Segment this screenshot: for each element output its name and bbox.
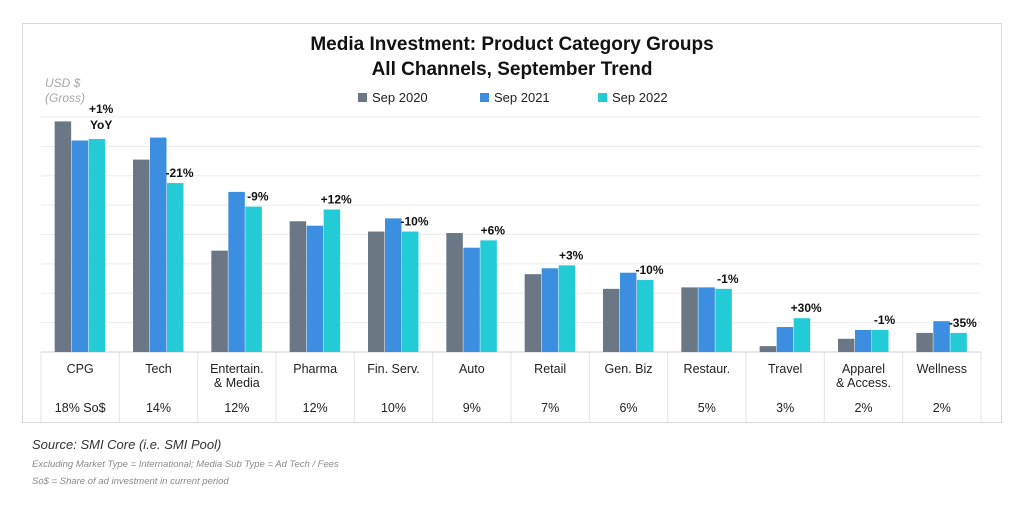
- category-label: Tech: [145, 362, 171, 376]
- legend-swatch: [480, 93, 489, 102]
- source-line: Source: SMI Core (i.e. SMI Pool): [32, 437, 221, 452]
- bar: [933, 321, 950, 352]
- yoy-label: +1%: [89, 102, 114, 116]
- bar: [150, 137, 167, 352]
- share-label: 10%: [381, 401, 406, 415]
- category-label: Entertain.: [210, 362, 264, 376]
- share-label: 9%: [463, 401, 481, 415]
- bar: [793, 318, 811, 352]
- bar: [950, 332, 967, 352]
- yoy-label: -35%: [949, 316, 977, 330]
- legend-label: Sep 2021: [494, 90, 550, 105]
- bar: [480, 240, 497, 352]
- bar: [368, 231, 385, 352]
- share-label: 6%: [619, 401, 637, 415]
- bar: [88, 139, 106, 352]
- share-label: 12%: [303, 401, 328, 415]
- bar: [620, 272, 637, 352]
- share-label: 14%: [146, 401, 171, 415]
- chart-card: [22, 23, 1002, 423]
- legend-label: Sep 2020: [372, 90, 428, 105]
- share-label: 5%: [698, 401, 716, 415]
- chart-title: Media Investment: Product Category Group…: [310, 34, 714, 55]
- share-label: 12%: [224, 401, 249, 415]
- chart-subtitle: All Channels, September Trend: [371, 59, 653, 80]
- legend-label: Sep 2022: [612, 90, 668, 105]
- yoy-label: -10%: [635, 263, 663, 277]
- bar: [855, 329, 872, 352]
- bar: [558, 265, 576, 352]
- category-label: Apparel: [842, 362, 885, 376]
- category-label: & Access.: [836, 376, 891, 390]
- category-label: CPG: [67, 362, 94, 376]
- bar: [228, 191, 245, 352]
- bar: [167, 183, 184, 352]
- bar: [916, 332, 933, 352]
- category-label: Auto: [459, 362, 485, 376]
- bar: [698, 287, 715, 352]
- category-label: Travel: [768, 362, 802, 376]
- yoy-label: -1%: [717, 272, 739, 286]
- yoy-label: +30%: [791, 301, 822, 315]
- bar: [681, 287, 698, 352]
- share-label: 2%: [854, 401, 872, 415]
- bars: [54, 121, 967, 352]
- category-label: Pharma: [293, 362, 337, 376]
- yoy-label: +3%: [559, 248, 584, 262]
- bar: [323, 209, 341, 352]
- yoy-label: +6%: [481, 223, 506, 237]
- share-label: 2%: [933, 401, 951, 415]
- bar: [603, 288, 620, 352]
- bar: [463, 247, 480, 352]
- legend-swatch: [598, 93, 607, 102]
- source-text: SMI Core (i.e. SMI Pool): [80, 437, 222, 452]
- bar: [637, 280, 654, 352]
- yoy-label: -9%: [247, 190, 269, 204]
- category-label: & Media: [214, 376, 260, 390]
- yoy-label: -1%: [874, 313, 896, 327]
- category-label: Restaur.: [684, 362, 731, 376]
- category-label: Fin. Serv.: [367, 362, 420, 376]
- bar: [54, 121, 72, 352]
- bar: [838, 338, 855, 352]
- source-label: Source:: [32, 437, 77, 452]
- footnote-exclusions: Excluding Market Type = International; M…: [32, 459, 339, 470]
- category-label: Gen. Biz: [605, 362, 653, 376]
- category-label: Retail: [534, 362, 566, 376]
- y-axis-unit-note: (Gross): [45, 91, 85, 105]
- legend-item-sep-2021: Sep 2021: [480, 90, 550, 105]
- category-label: Wellness: [917, 362, 967, 376]
- bar: [71, 140, 89, 352]
- yoy-label: +12%: [321, 193, 352, 207]
- grid-lines: [41, 116, 981, 324]
- share-label: 18% So$: [55, 401, 106, 415]
- bar: [446, 233, 463, 352]
- y-axis-unit: USD $: [45, 76, 81, 90]
- bar-labels: +1% YoY CPG 18% So$ -21% Tech 14% -9% Entertain.…: [55, 102, 977, 415]
- bar: [715, 288, 732, 352]
- category-table: [40, 351, 982, 422]
- bar: [211, 250, 228, 352]
- share-label: 7%: [541, 401, 559, 415]
- bar: [759, 346, 777, 352]
- bar: [776, 327, 794, 352]
- yoy-label: -10%: [400, 215, 428, 229]
- legend-swatch: [358, 93, 367, 102]
- footnote-share: So$ = Share of ad investment in current …: [32, 476, 229, 487]
- yoy-suffix: YoY: [90, 118, 112, 132]
- bar: [541, 268, 559, 352]
- bar: [133, 159, 150, 352]
- share-label: 3%: [776, 401, 794, 415]
- bar: [385, 218, 402, 352]
- bar: [306, 225, 324, 352]
- bar: [245, 206, 262, 352]
- legend-item-sep-2020: Sep 2020: [358, 90, 428, 105]
- bar: [402, 231, 419, 352]
- bar: [289, 221, 307, 352]
- yoy-label: -21%: [165, 166, 193, 180]
- bar: [524, 274, 542, 352]
- bar: [872, 329, 889, 352]
- legend-item-sep-2022: Sep 2022: [598, 90, 668, 105]
